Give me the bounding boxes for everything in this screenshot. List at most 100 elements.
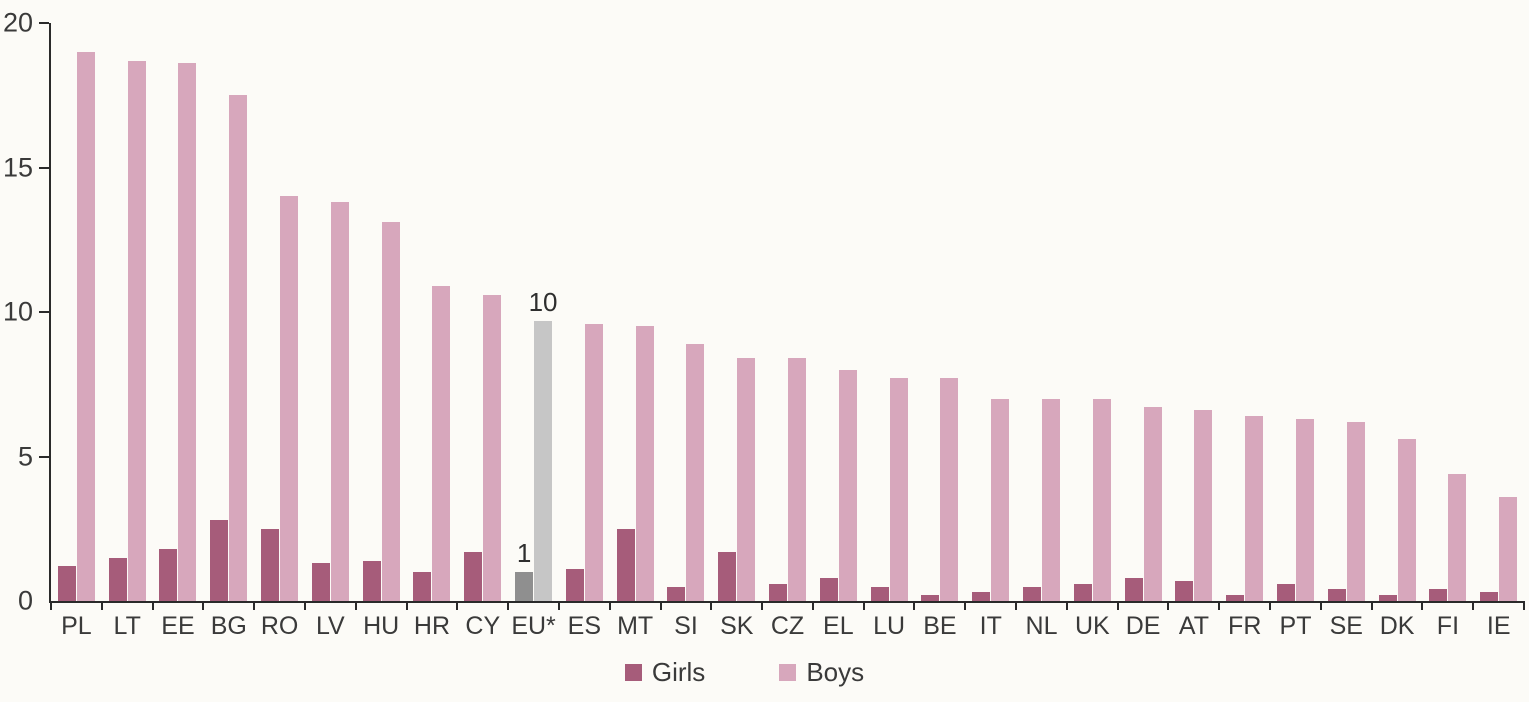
x-axis-tick	[1015, 601, 1018, 610]
bar-girls-ee	[159, 548, 178, 601]
x-axis-tick	[1319, 601, 1322, 610]
bar-girls-si	[667, 586, 686, 601]
x-axis-tick	[964, 601, 967, 610]
legend-label-boys: Boys	[806, 657, 865, 687]
bar-girls-es	[565, 569, 584, 601]
bar-boys-mt	[635, 326, 654, 601]
bar-group-it: IT	[965, 23, 1016, 639]
x-axis-tick	[1269, 601, 1272, 610]
bar-boys-uk	[1092, 398, 1111, 601]
girls-swatch-icon	[624, 663, 642, 681]
bar-boys-cz	[788, 358, 807, 601]
category-label-it: IT	[979, 612, 1002, 640]
bar-girls-be	[921, 595, 940, 601]
bar-boys-hu	[381, 222, 400, 601]
x-axis-tick	[100, 601, 103, 610]
x-axis-tick	[303, 601, 306, 610]
x-axis-tick	[608, 601, 611, 610]
category-label-ro: RO	[260, 612, 299, 640]
x-axis-tick	[1065, 601, 1068, 610]
category-label-lu: LU	[873, 612, 906, 640]
bar-boys-fr	[1245, 416, 1264, 601]
x-axis-tick	[405, 601, 408, 610]
bar-boys-de	[1143, 407, 1162, 601]
bar-girls-lu	[870, 586, 889, 601]
x-axis-tick	[253, 601, 256, 610]
x-axis-tick	[811, 601, 814, 610]
groups: PL LT EE BG RO LV HU HR CY 1 10 EU* ES MT SI SK CZ EL LU BE…	[51, 23, 1524, 639]
bar-boys-it	[991, 398, 1010, 601]
bar-group-dk: DK	[1372, 23, 1423, 639]
bar-group-ro: RO	[254, 23, 305, 639]
category-label-be: BE	[923, 612, 957, 640]
x-axis-tick	[50, 601, 52, 610]
bar-boys-nl	[1042, 398, 1061, 601]
bar-boys-at	[1194, 410, 1213, 601]
category-label-el: EL	[823, 612, 854, 640]
x-axis-tick	[913, 601, 916, 610]
x-axis-tick	[507, 601, 510, 610]
bar-group-eu: 1 10 EU*	[508, 23, 559, 639]
bar-girls-cz	[769, 583, 788, 601]
bar-group-bg: BG	[203, 23, 254, 639]
bar-group-at: AT	[1169, 23, 1220, 639]
bar-boys-pl	[76, 51, 95, 601]
bar-girls-hr	[413, 572, 432, 601]
bar-girls-ie	[1480, 592, 1499, 601]
y-axis-label-10: 10	[2, 296, 33, 327]
category-label-de: DE	[1125, 612, 1161, 640]
bar-group-hr: HR	[407, 23, 458, 639]
bar-boys-eu: 10	[529, 289, 558, 601]
y-axis-label-5: 5	[17, 441, 33, 471]
x-axis-tick	[761, 601, 764, 610]
category-label-cy: CY	[465, 612, 501, 640]
x-axis-tick	[710, 601, 713, 610]
bar-boys-bg	[229, 95, 248, 601]
bar-girls-mt	[616, 528, 635, 601]
x-axis-tick	[1370, 601, 1373, 610]
annotation-girls: 1	[516, 538, 532, 569]
bar-girls-uk	[1073, 583, 1092, 601]
bar-girls-pt	[1277, 583, 1296, 601]
bar-boys-ie	[1499, 496, 1518, 601]
bar-group-sk: SK	[711, 23, 762, 639]
bar-girls-fi	[1429, 589, 1448, 601]
category-label-es: ES	[567, 612, 602, 640]
x-axis-tick	[151, 601, 154, 610]
x-axis-tick	[1167, 601, 1170, 610]
x-axis-tick	[1218, 601, 1221, 610]
bar-boys-ee	[178, 63, 197, 601]
category-label-ee: EE	[161, 612, 195, 640]
bar-boys-si	[686, 343, 705, 601]
category-label-lt: LT	[113, 612, 141, 640]
category-label-uk: UK	[1074, 612, 1110, 640]
legend-item-boys: Boys	[779, 659, 864, 685]
boys-swatch-icon	[779, 663, 797, 681]
category-label-se: SE	[1329, 612, 1363, 640]
bar-group-mt: MT	[610, 23, 661, 639]
x-axis-tick	[659, 601, 662, 610]
category-label-nl: NL	[1025, 612, 1058, 640]
bar-girls-de	[1124, 577, 1143, 601]
bar-girls-se	[1327, 589, 1346, 601]
bar-group-uk: UK	[1067, 23, 1118, 639]
category-label-hr: HR	[413, 612, 451, 640]
bar-group-ie: IE	[1473, 23, 1524, 639]
bar-boys-pt	[1296, 418, 1315, 601]
bar-boys-be	[940, 378, 959, 601]
bar-group-nl: NL	[1016, 23, 1067, 639]
bar-girls-eu: 1	[515, 540, 534, 601]
bar-boys-se	[1346, 421, 1365, 601]
category-label-eu: EU*	[511, 612, 556, 640]
bar-boys-el	[838, 369, 857, 601]
bar-girls-it	[972, 592, 991, 601]
y-axis-label-0: 0	[17, 585, 33, 616]
bar-boys-cy	[483, 294, 502, 601]
bar-boys-lt	[127, 60, 146, 601]
bar-girls-at	[1175, 580, 1194, 601]
bar-group-cy: CY	[457, 23, 508, 639]
bar-group-de: DE	[1118, 23, 1169, 639]
bar-boys-dk	[1397, 439, 1416, 601]
bar-girls-lt	[108, 557, 127, 601]
category-label-si: SI	[674, 612, 698, 640]
